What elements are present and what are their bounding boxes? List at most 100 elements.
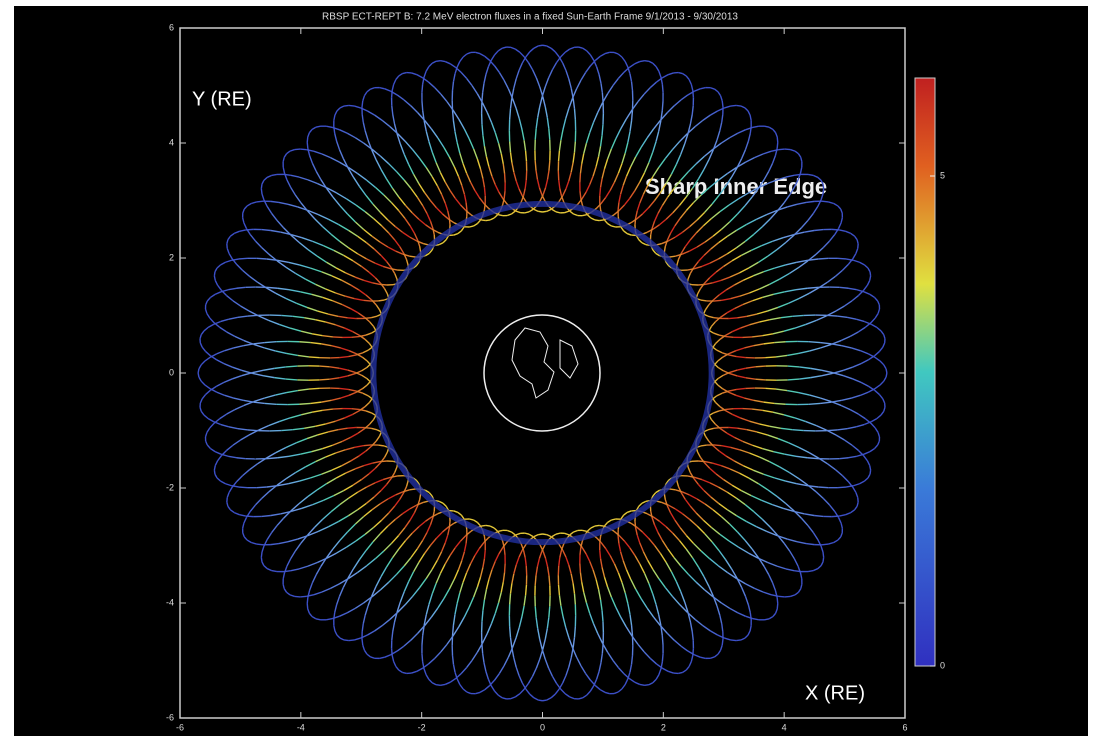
orbit-segment <box>352 410 360 416</box>
orbit-segment <box>780 315 793 319</box>
orbit-segment <box>513 564 517 575</box>
orbit-segment <box>613 563 620 574</box>
orbit-segment <box>613 172 620 183</box>
orbit-segment <box>326 477 337 485</box>
orbit-segment <box>446 101 454 111</box>
orbit-segment <box>542 533 547 536</box>
orbit-segment <box>870 323 878 329</box>
orbit-segment <box>863 284 868 291</box>
orbit-segment <box>721 114 724 123</box>
orbit-segment <box>764 125 770 128</box>
orbit-segment <box>261 247 270 255</box>
orbit-segment <box>744 141 749 151</box>
orbit-segment <box>374 550 385 560</box>
orbit-segment <box>332 407 343 410</box>
orbit-segment <box>425 167 433 177</box>
orbit-segment <box>379 211 389 221</box>
orbit-segment <box>330 583 340 590</box>
orbit-segment <box>347 317 357 320</box>
orbit-segment <box>730 167 738 178</box>
orbit-segment <box>502 163 506 174</box>
orbit-segment <box>649 81 657 89</box>
orbit-segment <box>558 557 561 567</box>
orbit-segment <box>730 104 737 107</box>
orbit-segment <box>736 104 742 107</box>
orbit-segment <box>476 93 484 104</box>
orbit-segment <box>338 587 345 597</box>
orbit-segment <box>686 611 696 620</box>
orbit-segment <box>585 184 591 193</box>
orbit-segment <box>352 559 361 570</box>
orbit-segment <box>325 420 336 425</box>
orbit-segment <box>375 304 381 311</box>
orbit-segment <box>736 531 746 541</box>
orbit-segment <box>629 120 633 132</box>
orbit-segment <box>475 691 481 695</box>
orbit-segment <box>332 300 343 306</box>
orbit-segment <box>723 479 733 486</box>
orbit-segment <box>635 235 640 241</box>
orbit-segment <box>629 547 636 556</box>
orbit-segment <box>397 604 406 613</box>
orbit-segment <box>598 662 602 672</box>
orbit-segment <box>283 565 288 574</box>
orbit-segment <box>332 336 343 339</box>
orbit-segment <box>214 460 219 466</box>
orbit-segment <box>778 148 785 151</box>
orbit-segment <box>684 498 691 507</box>
orbit-segment <box>721 352 730 356</box>
orbit-segment <box>718 486 728 493</box>
orbit-segment <box>241 217 245 224</box>
orbit-segment <box>388 163 398 173</box>
orbit-segment <box>739 267 750 274</box>
orbit-segment <box>665 212 674 220</box>
orbit-segment <box>205 440 208 446</box>
orbit-segment <box>240 434 250 441</box>
orbit-segment <box>413 232 419 241</box>
orbit-segment <box>258 425 269 431</box>
orbit-segment <box>560 129 564 141</box>
orbit-segment <box>264 394 276 399</box>
orbit-segment <box>675 154 682 165</box>
orbit-segment <box>774 608 778 614</box>
orbit-segment <box>315 423 326 428</box>
orbit-segment <box>381 225 390 234</box>
orbit-segment <box>459 152 464 164</box>
orbit-segment <box>399 246 405 254</box>
orbit-segment <box>366 653 371 658</box>
orbit-segment <box>883 364 887 370</box>
orbit-segment <box>423 668 427 675</box>
orbit-segment <box>585 602 591 614</box>
orbit-segment <box>837 222 842 229</box>
orbit-segment <box>766 209 778 216</box>
orbit-segment <box>266 567 272 572</box>
orbit-segment <box>365 195 374 205</box>
orbit-segment <box>780 427 793 431</box>
orbit-segment <box>753 511 763 520</box>
orbit-segment <box>266 457 278 460</box>
orbit-segment <box>582 694 588 699</box>
orbit-segment <box>836 427 848 431</box>
orbit-segment <box>680 565 689 575</box>
orbit-segment <box>460 71 468 79</box>
orbit-segment <box>828 201 834 205</box>
orbit-segment <box>586 214 592 219</box>
orbit-segment <box>283 510 292 519</box>
orbit-segment <box>308 128 313 134</box>
orbit-segment <box>398 527 406 536</box>
orbit-segment <box>768 126 774 131</box>
orbit-segment <box>661 84 664 93</box>
orbit-segment <box>710 656 715 659</box>
orbit-segment <box>548 606 551 618</box>
orbit-segment <box>271 569 278 573</box>
orbit-segment <box>498 72 505 81</box>
orbit-segment <box>387 219 396 228</box>
orbit-segment <box>729 213 738 223</box>
orbit-segment <box>252 369 264 374</box>
orbit-segment <box>882 398 886 404</box>
orbit-segment <box>673 556 682 567</box>
orbit-segment <box>712 279 722 284</box>
orbit-segment <box>391 202 400 211</box>
orbit-segment <box>408 164 415 175</box>
orbit-segment <box>607 651 614 661</box>
